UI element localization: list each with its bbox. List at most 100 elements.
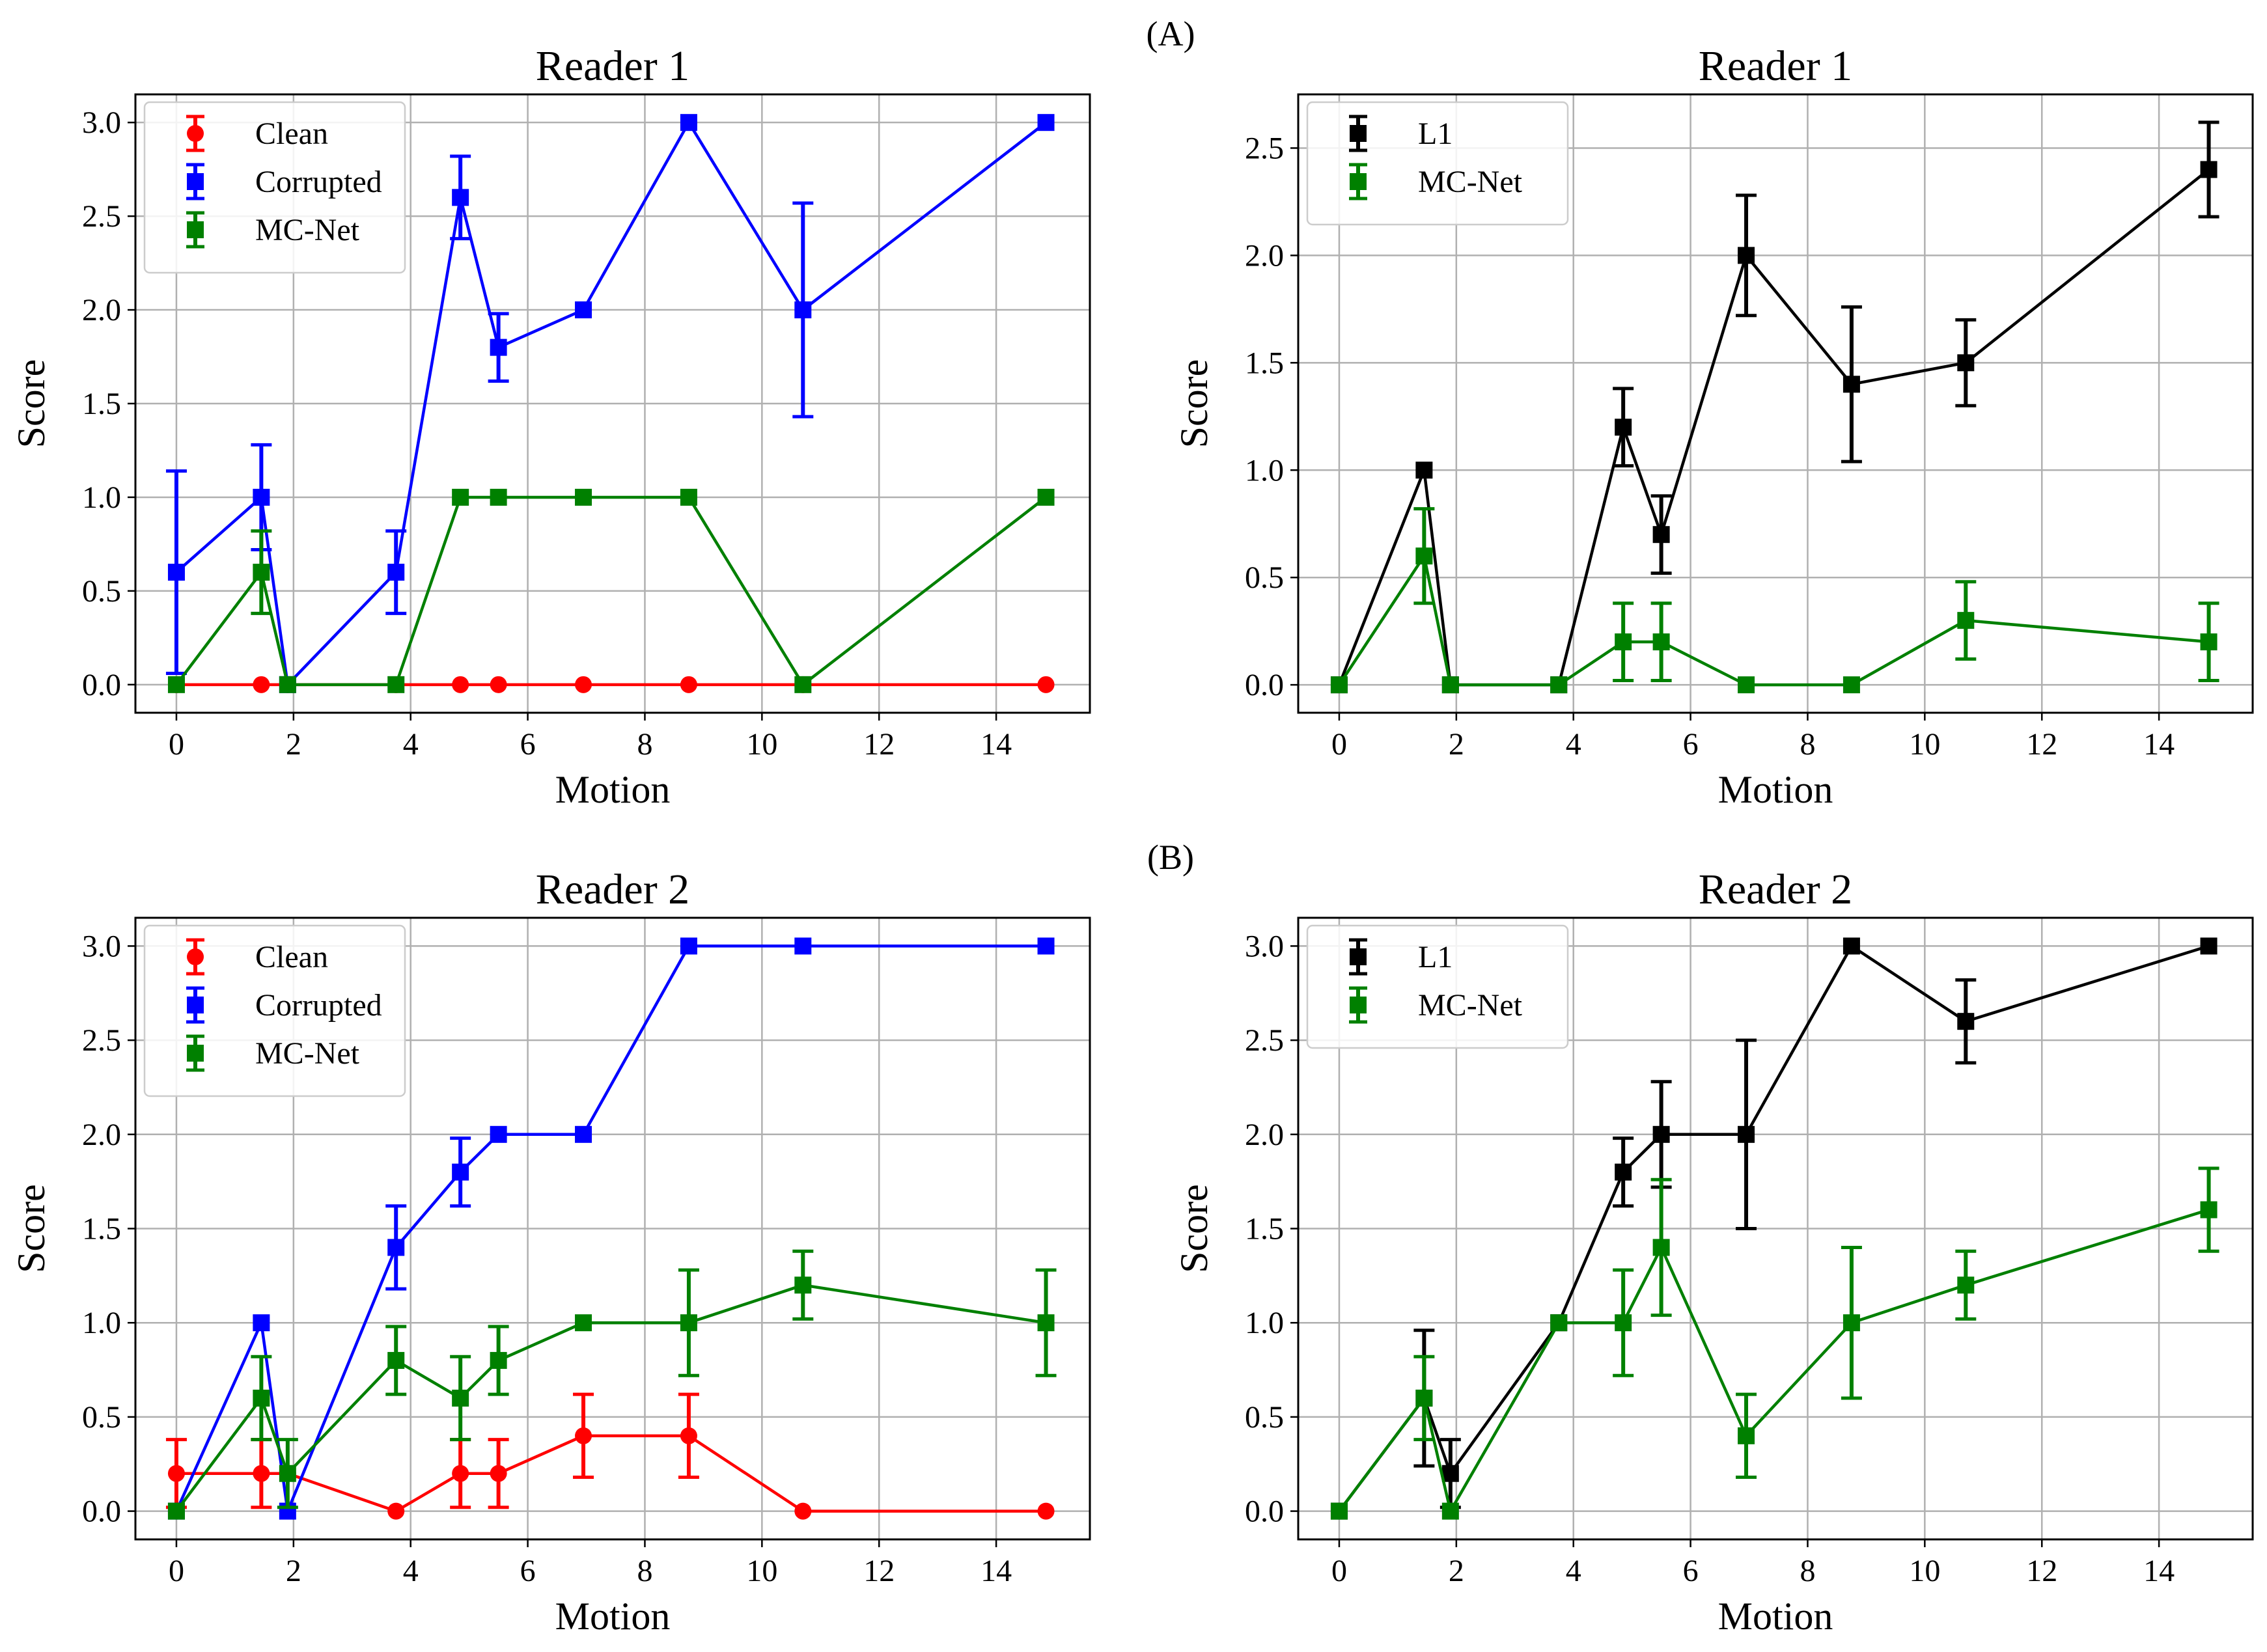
- plot-frame: [1297, 93, 2254, 714]
- x-tick-label: 14: [2143, 727, 2175, 762]
- y-tick-label: 0.0: [1245, 668, 1284, 702]
- legend: L1 MC-Net: [1306, 924, 1569, 1049]
- data-point: [490, 338, 507, 356]
- y-tick-label: 2.5: [1245, 1023, 1284, 1058]
- x-tick-label: 6: [1683, 727, 1699, 762]
- legend-marker: [187, 1045, 204, 1062]
- legend-box: [1306, 101, 1569, 226]
- legend-marker: [187, 948, 204, 965]
- legend-marker: [1350, 948, 1367, 965]
- x-tick-label: 4: [403, 727, 419, 762]
- x-tick-label: 0: [1331, 1554, 1347, 1588]
- legend-marker: [187, 221, 204, 238]
- legend-label: MC-Net: [1418, 165, 1523, 199]
- data-point: [680, 937, 697, 955]
- x-tick-label: 12: [2026, 1554, 2057, 1588]
- series-line: [175, 495, 1047, 687]
- x-tick-label: 8: [637, 727, 652, 762]
- x-axis-label: Motion: [1718, 1595, 1833, 1638]
- legend-marker: [187, 125, 204, 142]
- x-tick-label: 4: [1566, 1554, 1581, 1588]
- chart-title: Reader 2: [536, 866, 689, 913]
- data-point: [794, 937, 812, 955]
- data-point: [279, 1465, 296, 1482]
- data-point: [794, 301, 812, 319]
- series-mc-net: [1330, 1166, 2219, 1520]
- data-point: [1550, 1314, 1568, 1332]
- x-tick-label: 14: [981, 1554, 1012, 1588]
- data-point: [387, 676, 405, 693]
- series-l1: [1330, 120, 2219, 694]
- data-point: [1441, 676, 1459, 694]
- legend-label: Clean: [255, 117, 328, 151]
- y-tick-label: 1.5: [1245, 1212, 1284, 1246]
- data-point: [279, 676, 296, 693]
- data-point: [1957, 1013, 1975, 1030]
- data-point: [1037, 676, 1055, 693]
- legend-box: [143, 101, 406, 274]
- y-tick-label: 2.5: [1245, 131, 1284, 165]
- data-point: [1415, 547, 1433, 565]
- data-point: [387, 1502, 405, 1520]
- data-point: [1957, 612, 1975, 629]
- x-tick-label: 6: [520, 1554, 536, 1588]
- data-point: [1037, 937, 1055, 955]
- series-line: [174, 944, 1046, 1513]
- x-tick-label: 4: [1566, 727, 1581, 762]
- data-point: [1843, 676, 1860, 694]
- y-axis-label: Score: [1173, 1184, 1216, 1273]
- data-point: [1615, 633, 1632, 651]
- legend-label: Clean: [255, 940, 328, 974]
- data-point: [490, 488, 507, 506]
- data-point: [1738, 247, 1755, 264]
- series-line: [1337, 168, 2210, 687]
- data-point: [794, 1276, 812, 1294]
- data-point: [253, 564, 270, 581]
- x-axis-label: Motion: [555, 768, 671, 811]
- series-mc-net: [1330, 507, 2219, 694]
- data-point: [452, 1389, 469, 1407]
- x-axis-label: Motion: [555, 1595, 671, 1638]
- data-point: [1441, 1502, 1459, 1520]
- legend-marker: [1350, 997, 1367, 1013]
- data-point: [1415, 461, 1433, 479]
- panel-tag-a: (A): [1147, 14, 1195, 53]
- y-tick-label: 0.5: [82, 1400, 121, 1435]
- legend-label: L1: [1418, 940, 1453, 974]
- data-point: [575, 1125, 592, 1143]
- x-tick-label: 10: [1909, 727, 1940, 762]
- data-point: [253, 488, 270, 506]
- plot-frame: [134, 916, 1091, 1541]
- data-point: [1843, 937, 1860, 955]
- y-tick-label: 3.0: [82, 929, 121, 963]
- x-tick-label: 6: [1683, 1554, 1699, 1588]
- legend-marker: [187, 173, 204, 190]
- data-point: [387, 1352, 405, 1370]
- legend-label: Corrupted: [255, 165, 382, 199]
- y-axis-label: Score: [1173, 359, 1216, 448]
- legend-marker: [1350, 173, 1367, 190]
- y-tick-label: 0.0: [82, 1494, 121, 1529]
- legend-box: [1306, 924, 1569, 1049]
- data-point: [680, 114, 697, 131]
- x-tick-label: 6: [520, 727, 536, 762]
- x-tick-label: 10: [746, 727, 777, 762]
- x-tick-label: 8: [637, 1554, 652, 1588]
- data-point: [1652, 526, 1670, 544]
- series-line: [1338, 944, 2210, 1512]
- data-point: [490, 1352, 507, 1370]
- x-tick-label: 10: [746, 1554, 777, 1588]
- data-point: [1615, 1314, 1632, 1332]
- data-point: [1652, 1125, 1670, 1143]
- data-point: [680, 1427, 697, 1444]
- y-tick-label: 0.5: [1245, 560, 1284, 595]
- y-tick-label: 2.5: [82, 199, 121, 234]
- y-tick-label: 2.0: [82, 293, 121, 327]
- data-point: [1037, 1502, 1055, 1520]
- data-point: [452, 189, 469, 206]
- plot-frame: [1297, 916, 2254, 1541]
- y-axis-label: Score: [10, 359, 53, 448]
- data-point: [1738, 676, 1755, 694]
- panel-tag-b: (B): [1147, 838, 1194, 877]
- legend: Clean Corrupted MC-Net: [143, 101, 406, 274]
